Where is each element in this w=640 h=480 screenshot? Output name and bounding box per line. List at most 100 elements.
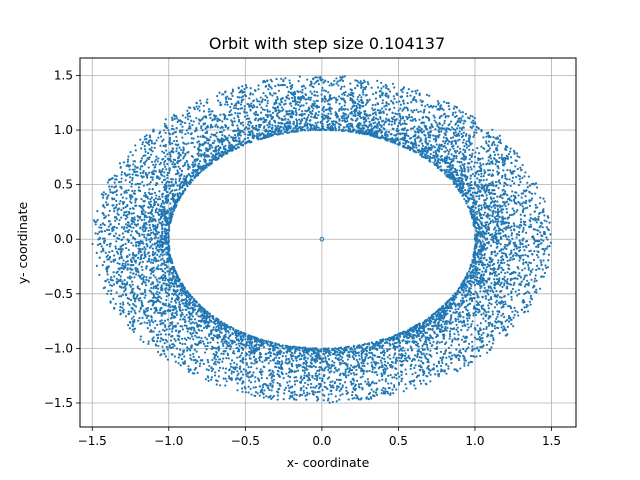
data-point — [478, 308, 481, 311]
data-point — [492, 197, 495, 200]
data-point — [132, 212, 135, 215]
data-point — [153, 142, 156, 145]
data-point — [276, 106, 280, 109]
data-point — [124, 242, 127, 246]
data-point — [156, 311, 160, 314]
data-point — [192, 332, 195, 335]
data-point — [492, 150, 496, 154]
data-point — [290, 362, 293, 365]
data-point — [193, 318, 197, 321]
data-point — [315, 378, 319, 382]
data-point — [240, 339, 244, 343]
data-point — [127, 310, 130, 313]
data-point — [156, 280, 159, 283]
data-point — [523, 306, 526, 309]
data-point — [102, 249, 105, 252]
data-point — [248, 124, 251, 127]
data-point — [163, 151, 166, 154]
data-point — [313, 82, 316, 85]
data-point — [448, 309, 452, 313]
data-point — [456, 326, 459, 329]
data-point — [131, 268, 134, 271]
data-point — [302, 385, 305, 388]
data-point — [489, 202, 493, 205]
data-point — [520, 196, 523, 199]
data-point — [102, 287, 105, 290]
data-point — [409, 382, 412, 385]
data-point — [129, 271, 132, 274]
data-point — [493, 327, 497, 330]
data-point — [250, 393, 253, 396]
data-point — [519, 213, 522, 216]
data-point — [347, 374, 350, 377]
data-point — [482, 328, 485, 331]
data-point — [439, 350, 443, 353]
data-point — [454, 167, 457, 171]
data-point — [128, 181, 132, 184]
data-point — [126, 160, 129, 163]
data-point — [260, 106, 263, 109]
data-point — [130, 222, 133, 226]
data-point — [217, 375, 220, 378]
data-point — [475, 212, 478, 216]
data-point — [247, 366, 250, 369]
data-point — [121, 232, 124, 235]
data-point — [467, 293, 470, 296]
data-point — [448, 351, 451, 355]
data-point — [164, 338, 168, 342]
data-point — [492, 136, 495, 139]
data-point — [129, 176, 132, 179]
data-point — [339, 358, 343, 361]
data-point — [458, 130, 461, 133]
data-point — [475, 229, 478, 233]
data-point — [538, 287, 542, 290]
data-point — [136, 267, 139, 271]
data-point — [431, 337, 434, 340]
data-point — [528, 291, 531, 294]
data-point — [133, 216, 136, 219]
data-point — [540, 234, 543, 237]
data-point — [206, 358, 209, 362]
data-point — [194, 334, 197, 337]
data-point — [246, 114, 249, 117]
data-point — [320, 97, 324, 101]
data-point — [114, 302, 117, 306]
data-point — [409, 94, 412, 97]
data-point — [362, 88, 365, 91]
data-point — [524, 220, 527, 224]
data-point — [389, 133, 392, 136]
data-point — [293, 96, 297, 99]
data-point — [188, 320, 191, 323]
data-point — [420, 356, 423, 359]
data-point — [487, 324, 491, 327]
data-point — [163, 352, 166, 355]
data-point — [417, 359, 420, 362]
data-point — [506, 259, 509, 262]
data-point — [108, 281, 111, 284]
data-point — [245, 86, 248, 89]
data-point — [410, 359, 414, 363]
data-point — [376, 79, 379, 82]
data-point — [237, 372, 240, 375]
data-point — [146, 306, 150, 310]
data-point — [138, 316, 141, 320]
data-point — [501, 285, 504, 289]
data-point — [349, 82, 352, 85]
data-point — [205, 348, 208, 351]
data-point — [262, 396, 265, 399]
data-point — [260, 376, 263, 380]
data-point — [212, 352, 215, 356]
data-point — [507, 238, 510, 241]
data-point — [536, 253, 539, 257]
data-point — [491, 313, 494, 316]
data-point — [143, 218, 146, 221]
data-point — [393, 115, 396, 118]
data-point — [328, 103, 331, 106]
data-point — [548, 245, 551, 248]
data-point — [104, 192, 107, 196]
data-point — [461, 111, 464, 114]
data-point — [134, 183, 137, 186]
data-point — [129, 200, 132, 203]
data-point — [100, 226, 103, 229]
data-point — [247, 344, 251, 347]
